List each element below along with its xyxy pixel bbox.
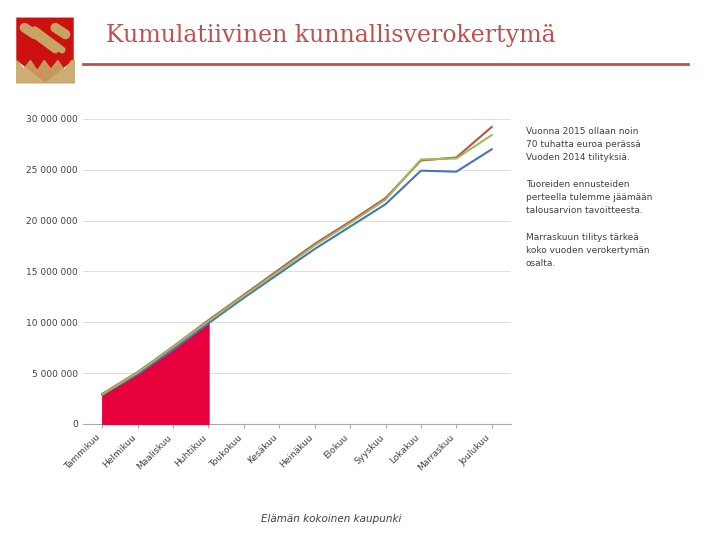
Polygon shape (17, 18, 73, 82)
Text: Kumulatiivinen kunnallisverokertymä: Kumulatiivinen kunnallisverokertymä (107, 24, 556, 46)
Text: Elämän kokoinen kaupunki: Elämän kokoinen kaupunki (261, 515, 401, 524)
Text: Vuonna 2015 ollaan noin
70 tuhatta euroa perässä
Vuoden 2014 tilityksiä.

Tuorei: Vuonna 2015 ollaan noin 70 tuhatta euroa… (526, 127, 652, 268)
